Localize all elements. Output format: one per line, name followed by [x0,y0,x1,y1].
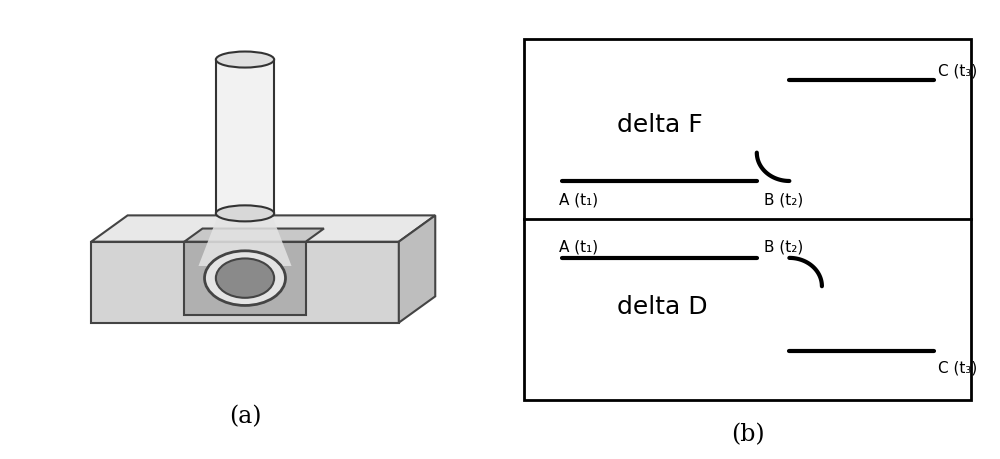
Text: B (t₂): B (t₂) [764,239,803,254]
Text: delta F: delta F [617,113,703,137]
Polygon shape [184,229,324,242]
Text: C (t₃): C (t₃) [938,64,977,78]
Text: (b): (b) [731,422,764,445]
Ellipse shape [216,52,274,68]
Text: A (t₁): A (t₁) [559,192,598,207]
Ellipse shape [216,206,274,222]
Polygon shape [91,242,399,323]
Text: delta D: delta D [617,295,708,319]
Ellipse shape [205,251,285,306]
Polygon shape [399,216,435,323]
Text: (a): (a) [229,404,261,427]
Polygon shape [216,61,274,214]
Text: C (t₃): C (t₃) [938,359,977,374]
Polygon shape [198,214,292,266]
Text: B (t₂): B (t₂) [764,192,803,207]
Polygon shape [91,216,435,242]
Polygon shape [184,242,306,315]
Text: A (t₁): A (t₁) [559,239,598,254]
Ellipse shape [216,259,274,298]
